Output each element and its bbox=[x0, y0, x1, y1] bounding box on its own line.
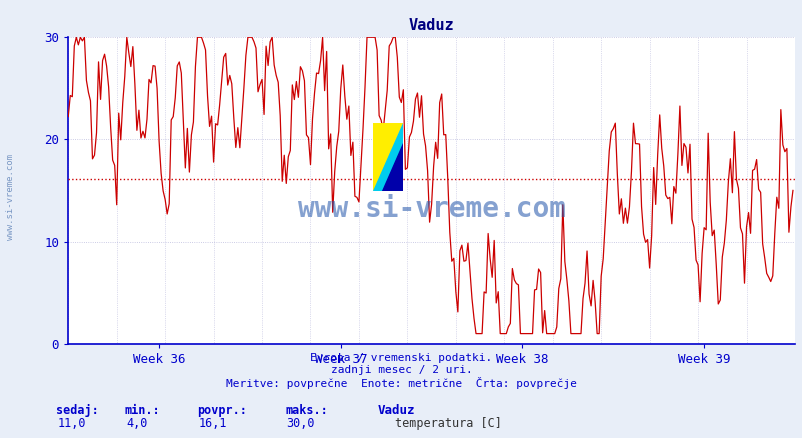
Polygon shape bbox=[382, 143, 402, 191]
Text: sedaj:: sedaj: bbox=[56, 404, 99, 417]
Text: 16,1: 16,1 bbox=[198, 417, 226, 430]
Text: temperatura [C]: temperatura [C] bbox=[395, 417, 501, 430]
Polygon shape bbox=[373, 123, 402, 191]
Text: zadnji mesec / 2 uri.: zadnji mesec / 2 uri. bbox=[330, 365, 472, 375]
Text: min.:: min.: bbox=[124, 404, 160, 417]
Text: Meritve: povprečne  Enote: metrične  Črta: povprečje: Meritve: povprečne Enote: metrične Črta:… bbox=[225, 377, 577, 389]
Text: www.si-vreme.com: www.si-vreme.com bbox=[298, 195, 565, 223]
Text: maks.:: maks.: bbox=[285, 404, 327, 417]
Text: Vaduz: Vaduz bbox=[377, 404, 415, 417]
Text: 4,0: 4,0 bbox=[126, 417, 148, 430]
Polygon shape bbox=[373, 123, 402, 191]
Text: www.si-vreme.com: www.si-vreme.com bbox=[6, 154, 15, 240]
Text: povpr.:: povpr.: bbox=[196, 404, 246, 417]
Title: Vaduz: Vaduz bbox=[408, 18, 454, 33]
Text: 30,0: 30,0 bbox=[286, 417, 314, 430]
Text: Evropa / vremenski podatki.: Evropa / vremenski podatki. bbox=[310, 353, 492, 363]
Text: 11,0: 11,0 bbox=[58, 417, 86, 430]
